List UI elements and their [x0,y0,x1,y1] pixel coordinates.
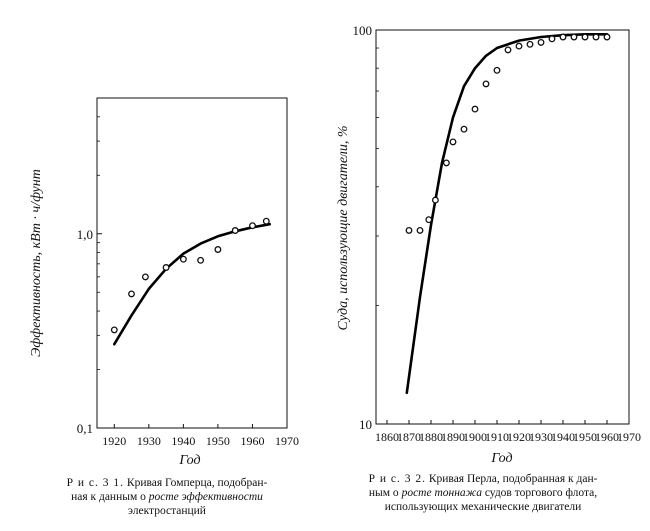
chart2-data-point [471,105,479,113]
chart2-data-point [460,125,468,133]
chart2-xtick-label: 1970 [617,430,641,444]
chart2-caption-line3: использующих механические двигатели [384,501,582,513]
chart1-caption-line1: Р и с. 3 1. Кривая Гомперца, подобран- [22,476,312,490]
chart2-caption-text1: Кривая Перла, подобранная к дан- [428,473,598,485]
chart2-ytick-label: 10 [359,417,372,432]
chart2-data-point [482,80,490,88]
chart2-data-point [425,216,433,224]
chart2-data-point [405,226,413,234]
chart2-data-point [592,33,600,41]
chart1-data-point [110,326,118,334]
chart1-caption-line2: ная к данным о росте эффективности [22,490,312,504]
chart1-ytick-label: 0,1 [77,421,93,436]
chart1-xtick-label: 1920 [102,434,126,448]
chart1-plot-frame [96,97,288,429]
chart2-xlabel: Год [490,451,512,466]
chart2-xtick-label: 1960 [595,430,619,444]
chart2-data-point [449,138,457,146]
chart2-xtick-label: 1890 [441,430,465,444]
chart1-fit-curve [113,222,271,346]
chart1-xtick-label: 1930 [137,434,161,448]
chart1-xlabel: Год [178,453,200,468]
chart2-data-point [559,33,567,41]
chart1-caption-label: Р и с. 3 1. [66,477,125,489]
chart1-data-point [249,222,256,230]
chart2-ylabel: Суда, использующие двигатели, % [336,125,351,330]
chart2-xtick-label: 1920 [507,430,531,444]
chart2-caption: Р и с. 3 2. Кривая Перла, подобранная к … [318,472,648,514]
chart2-data-point [416,226,424,234]
chart2-caption-line2: ным о росте тоннажа судов торгового флот… [318,486,648,500]
chart1-xtick-label: 1970 [275,434,299,448]
chart2-fit-curve [405,33,609,395]
chart2-xtick-label: 1900 [463,430,487,444]
chart2-caption-label: Р и с. 3 2. [368,473,426,485]
chart1-data-point [262,217,270,225]
chart1-caption-text2a: ная к данным о [71,491,149,503]
chart1-xtick-label: 1940 [171,434,195,448]
chart2-data-point [581,33,589,41]
chart1-data-point [128,290,135,298]
chart2-data-point [603,33,611,41]
chart2-xtick-label: 1950 [573,430,597,444]
chart2-data-point [431,196,439,204]
chart1-data-point [179,255,187,263]
chart2-xtick-label: 1880 [419,430,443,444]
chart1-caption: Р и с. 3 1. Кривая Гомперца, подобран- н… [22,476,312,518]
chart2-data-point [515,42,523,50]
chart1-data-point [197,256,205,264]
chart1-data-point [141,273,149,281]
chart1-caption-line3: электростанций [128,505,206,517]
chart1-ytick-label: 1,0 [77,227,93,242]
chart1-caption-text2b: росте эффективности [148,491,263,503]
chart2-xtick-label: 1940 [551,430,575,444]
chart2-data-point [526,40,534,48]
chart2-data-point [504,46,512,54]
chart1-data-point [162,264,170,271]
chart2-xtick-label: 1910 [485,430,509,444]
chart2-data-point [570,33,578,41]
chart2-data-point [493,66,501,74]
chart2-data-point [537,38,545,46]
chart1-xtick-label: 1950 [206,434,230,448]
chart2-caption-text2a: ным о [368,487,402,499]
chart2-plot-frame [375,29,630,425]
chart2-ytick-label: 100 [353,23,373,38]
chart2-xtick-label: 1860 [375,430,399,444]
chart2-xtick-label: 1870 [397,430,421,444]
chart1-caption-text1: Кривая Гомперца, подобран- [126,477,268,489]
chart1-data-point [214,246,222,253]
chart2-caption-line1: Р и с. 3 2. Кривая Перла, подобранная к … [318,472,648,486]
chart2-caption-text2b: росте тоннажа [401,487,482,499]
chart2-caption-text2c: судов торгового флота, [481,487,598,499]
chart1-xtick-label: 1960 [240,434,264,448]
chart2-xtick-label: 1930 [529,430,553,444]
chart1-data-point [231,227,239,234]
chart2-data-point [548,35,556,43]
chart2-data-point [442,159,450,167]
chart1-ylabel: Эффективность, кВт · ч/фунт [29,169,44,357]
